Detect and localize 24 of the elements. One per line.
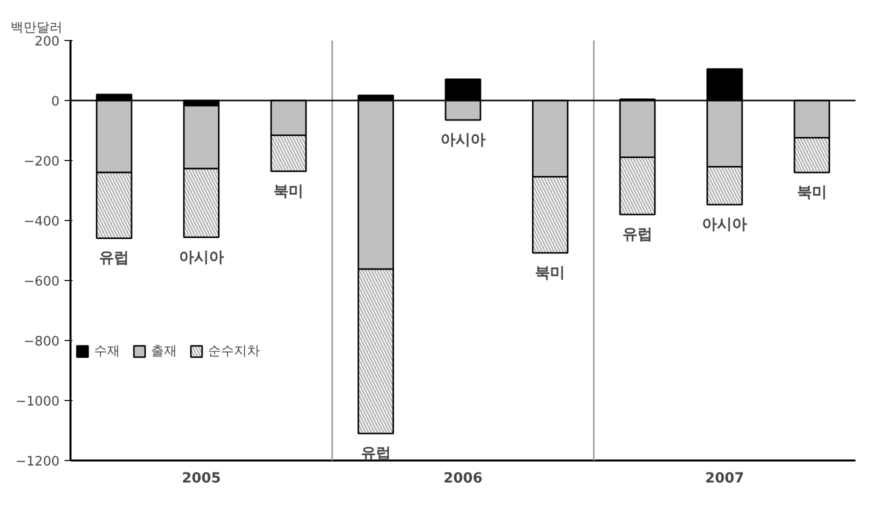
x-tick-label: 북미 — [796, 183, 827, 201]
legend-label: 수재 — [94, 343, 120, 360]
x-tick-label: 아시아 — [178, 248, 224, 266]
y-tick-label: −200 — [24, 154, 60, 170]
text: 2005 — [182, 470, 221, 486]
x-tick-label: 아시아 — [440, 130, 486, 148]
y-tick-label: 0 — [51, 94, 60, 110]
text: 2007 — [705, 470, 744, 486]
y-tick-label: −800 — [24, 334, 60, 350]
x-tick-label: 북미 — [535, 263, 566, 282]
y-tick-label: −600 — [24, 274, 60, 290]
y-tick-label: −400 — [24, 214, 60, 230]
x-tick-label: 유럽 — [360, 444, 391, 462]
text: 2006 — [444, 470, 482, 486]
x-tick-label: 유럽 — [622, 225, 652, 243]
y-tick-label: −1000 — [16, 394, 60, 410]
y-axis-title: 백만달러 — [10, 20, 62, 36]
legend-label: 순수지차 — [208, 343, 260, 360]
legend-label: 출재 — [151, 343, 177, 360]
x-tick-label: 유럽 — [99, 248, 130, 267]
y-tick-label: 200 — [34, 34, 60, 50]
x-tick-label: 아시아 — [702, 215, 748, 234]
y-tick-label: −1200 — [16, 454, 60, 470]
x-tick-label: 북미 — [274, 182, 304, 200]
